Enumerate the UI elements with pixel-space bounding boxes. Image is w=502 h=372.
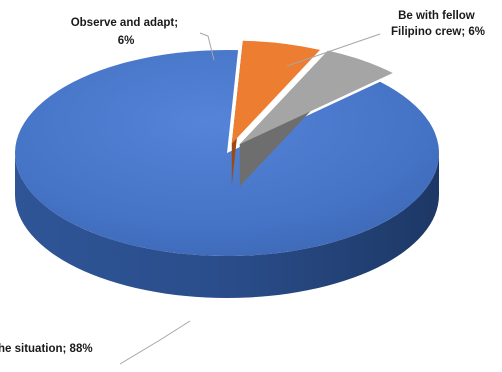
slice-top-filipino-crew [239, 50, 393, 145]
leader-line-filipino-crew [286, 33, 381, 67]
pie-slice-observe-and-adapt [231, 40, 321, 186]
pie-slice-filipino-crew [239, 50, 393, 187]
slice-side-the-situation [15, 153, 439, 298]
label-the-situation: he situation; 88% [0, 343, 93, 355]
label-observe-and-adapt-line1: Observe and adapt; [71, 17, 178, 29]
slice-top-observe-and-adapt [231, 40, 321, 144]
leader-line-the-situation [119, 320, 191, 365]
slice-top-the-situation [15, 49, 440, 257]
label-filipino-crew-line1: Be with fellow [398, 10, 475, 22]
label-observe-and-adapt-line2: 6% [118, 35, 135, 47]
label-filipino-crew: Be with fellow Filipino crew; 6% [391, 10, 485, 38]
leader-line-observe-and-adapt [199, 32, 215, 61]
label-observe-and-adapt: Observe and adapt; 6% [71, 17, 182, 47]
pie-slice-the-situation [15, 49, 440, 298]
label-filipino-crew-line2: Filipino crew; 6% [391, 26, 485, 38]
